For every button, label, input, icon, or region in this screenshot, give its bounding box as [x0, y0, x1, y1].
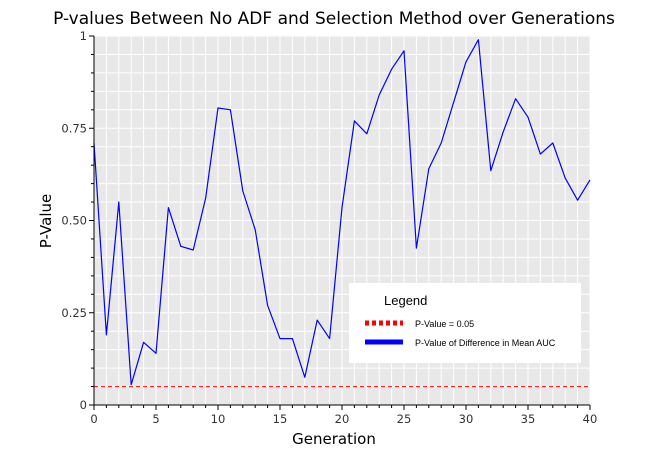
y-tick-label: 0.25 [61, 306, 87, 320]
chart-title: P-values Between No ADF and Selection Me… [53, 9, 615, 29]
x-tick-label: 10 [211, 412, 226, 426]
y-tick-label: 0.50 [61, 214, 87, 228]
legend-label-series: P-Value of Difference in Mean AUC [415, 338, 556, 348]
series-layer [93, 39, 591, 386]
legend: Legend P-Value = 0.05 P-Value of Differe… [349, 283, 581, 363]
x-tick-label: 0 [90, 412, 97, 426]
x-tick-label: 30 [459, 412, 474, 426]
axes [89, 35, 591, 410]
x-tick-label: 40 [583, 412, 598, 426]
x-tick-label: 35 [521, 412, 536, 426]
tick-labels: 0 5 10 15 20 25 30 35 40 0 0.25 0.50 0.75 1 [61, 29, 597, 426]
x-tick-label: 25 [397, 412, 412, 426]
y-tick-label: 1 [80, 29, 87, 43]
legend-label-reference: P-Value = 0.05 [415, 319, 474, 329]
x-tick-label: 20 [335, 412, 350, 426]
legend-title: Legend [384, 293, 427, 308]
y-tick-label: 0.75 [61, 121, 87, 135]
y-axis-title: P-Value [37, 194, 55, 248]
x-axis-title: Generation [292, 430, 376, 448]
series-line [93, 39, 591, 386]
x-tick-label: 15 [273, 412, 288, 426]
x-tick-label: 5 [152, 412, 159, 426]
y-tick-label: 0 [80, 398, 87, 412]
